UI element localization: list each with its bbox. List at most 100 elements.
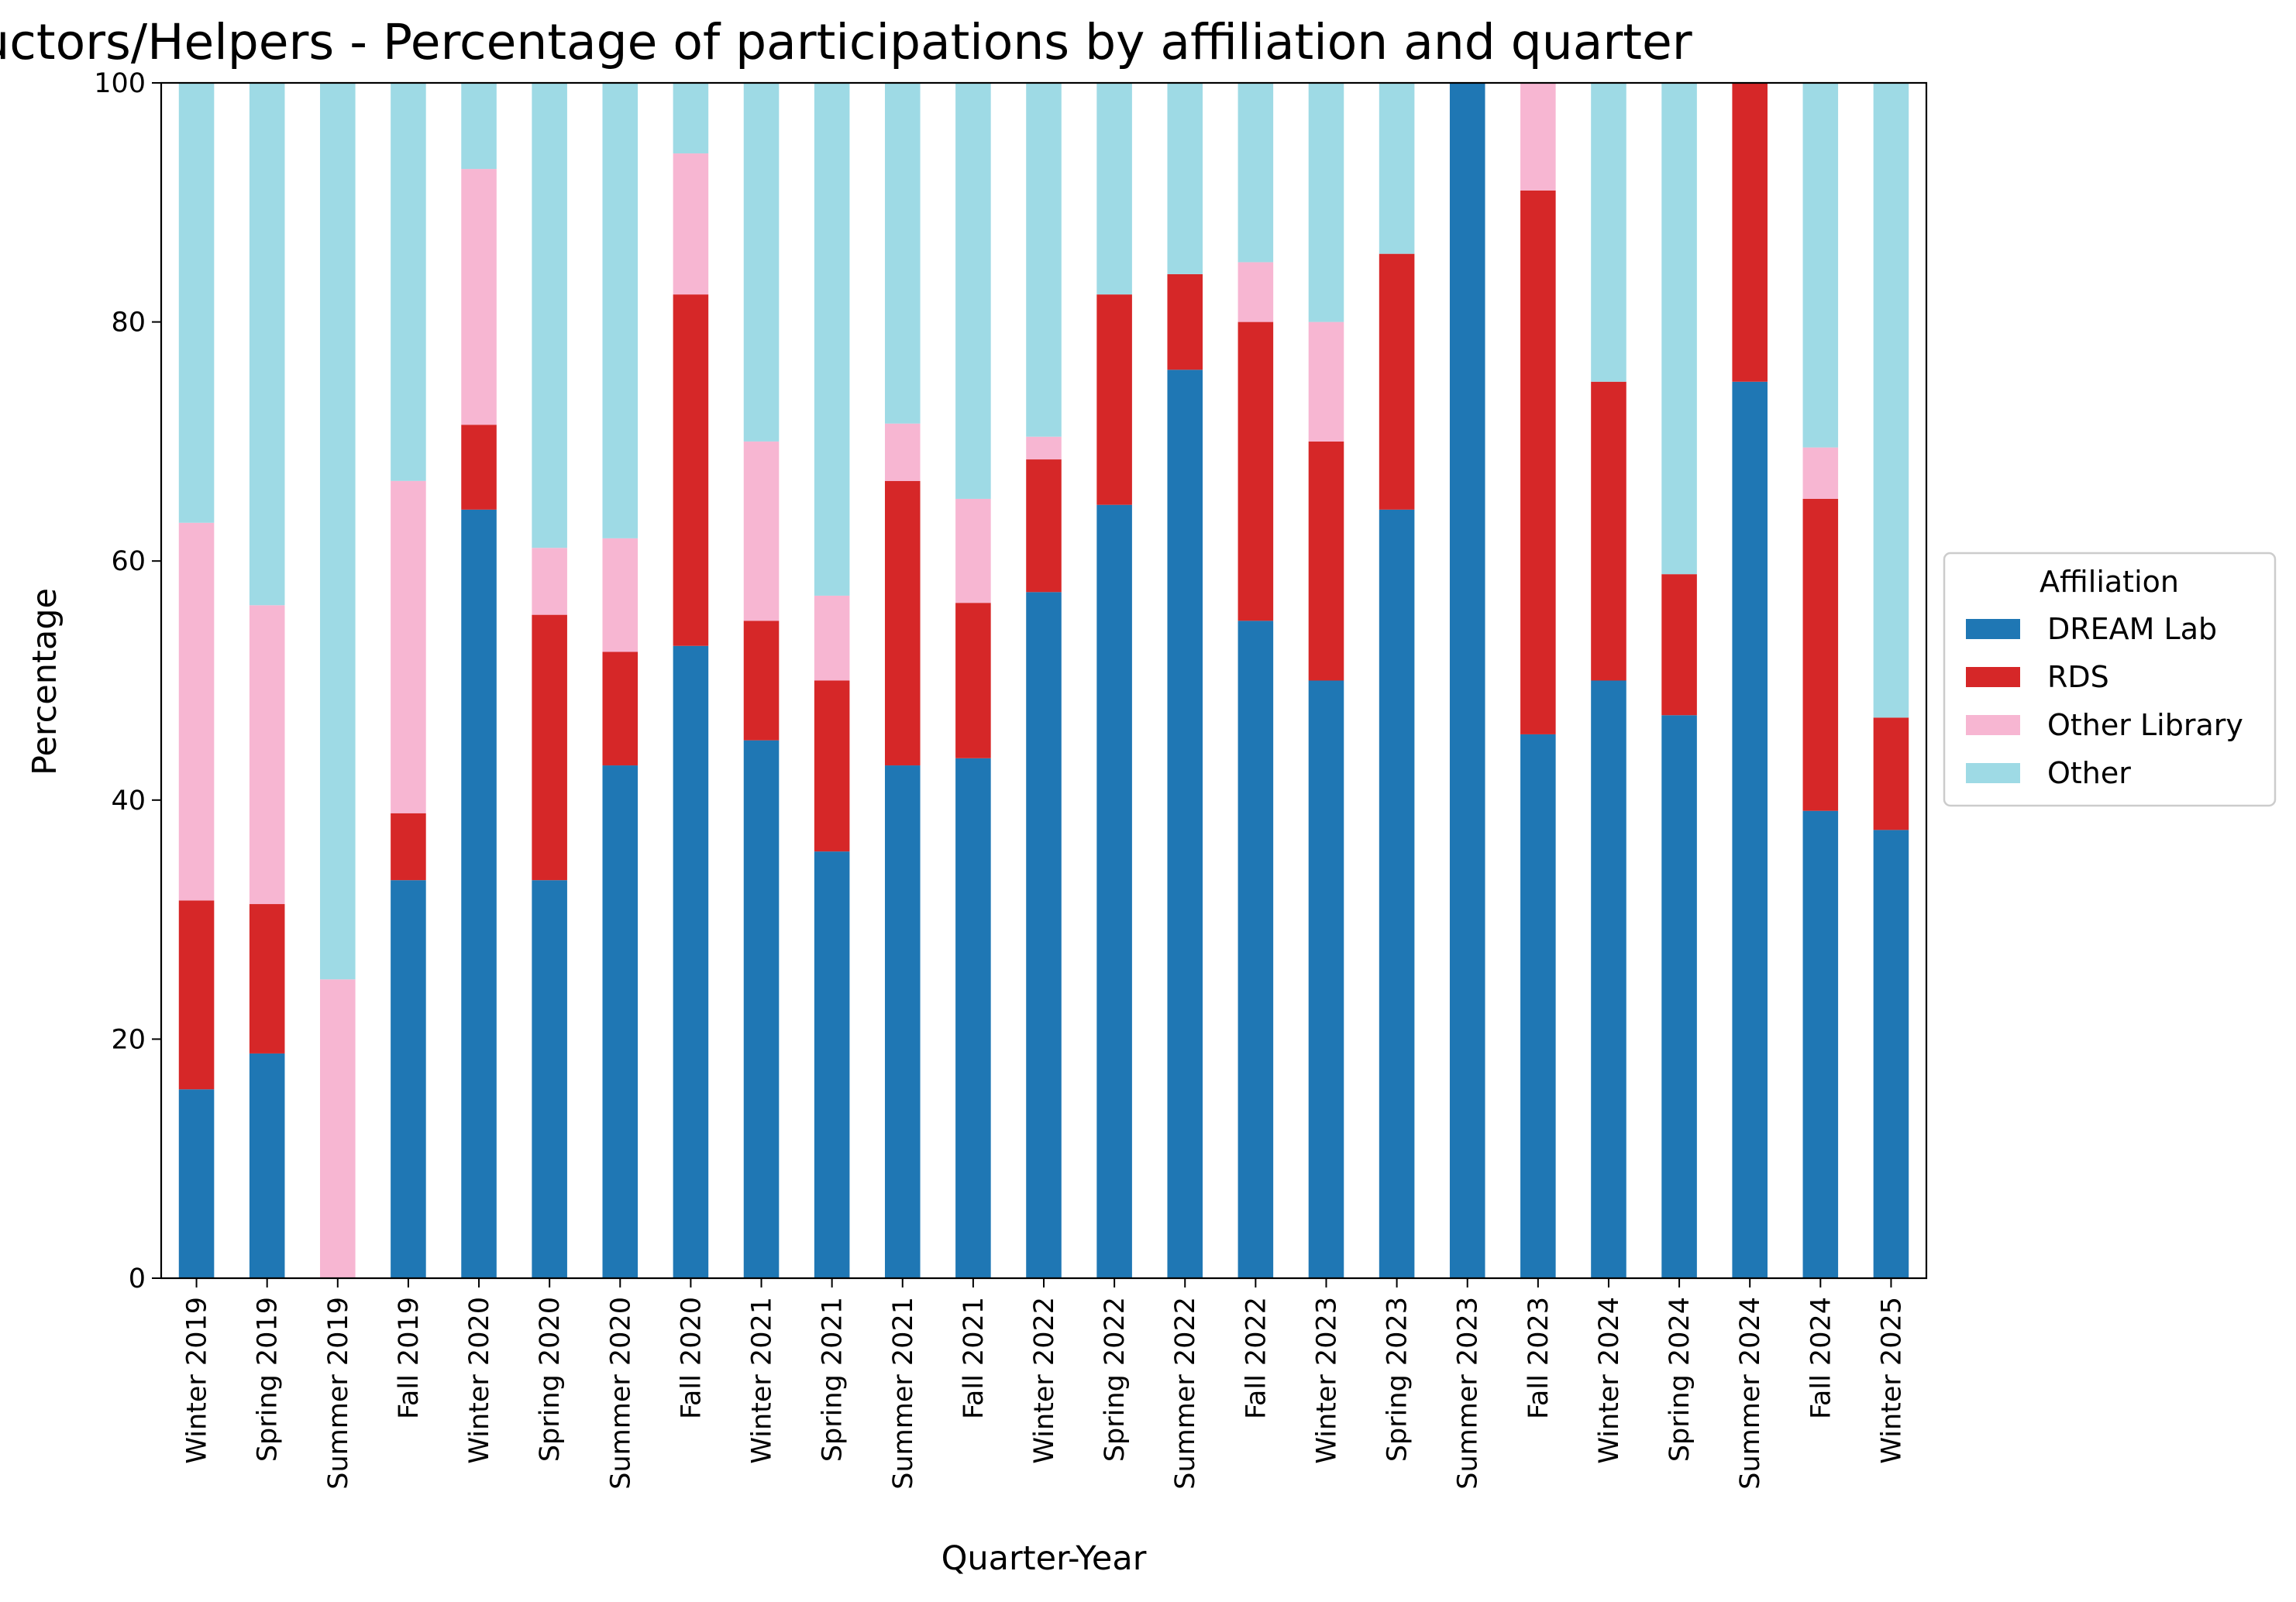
x-tick-label: Spring 2021	[818, 1297, 849, 1462]
bar-segment	[461, 425, 497, 510]
legend-label: Other	[2047, 756, 2131, 790]
bar-segment	[814, 680, 850, 852]
bar-segment	[1026, 83, 1062, 437]
bar-segment	[178, 83, 215, 523]
bar-segment	[1308, 680, 1344, 1278]
bar-segment	[955, 603, 991, 758]
bar-segment	[743, 441, 780, 621]
legend-swatch	[1966, 763, 2020, 783]
bar-segment	[249, 605, 285, 905]
legend-label: Other Library	[2047, 708, 2243, 742]
bar-segment	[602, 651, 639, 766]
y-tick-label: 60	[111, 546, 146, 577]
bar-segment	[1308, 83, 1344, 322]
plot-frame	[160, 81, 1928, 1280]
x-tick-label: Summer 2024	[1735, 1297, 1766, 1490]
bar-segment	[1732, 83, 1768, 382]
bar-segment	[1237, 321, 1274, 621]
x-tick-label: Summer 2020	[605, 1297, 636, 1490]
bar-segment	[532, 548, 567, 615]
y-axis-label: Percentage	[26, 588, 64, 775]
bar-segment	[249, 904, 285, 1054]
bar-segment	[320, 83, 356, 980]
bar-segment	[1096, 504, 1132, 1278]
bar-segment	[1661, 715, 1697, 1278]
bar-segment	[1449, 83, 1485, 1278]
bar-segment	[391, 480, 426, 813]
bar-segment	[461, 169, 497, 425]
bar-segment	[884, 83, 921, 424]
legend-title: Affiliation	[2040, 565, 2179, 599]
y-tick-label: 40	[111, 786, 146, 816]
x-tick-label: Winter 2023	[1311, 1297, 1342, 1464]
bar-segment	[955, 498, 991, 603]
bar-segment	[461, 83, 497, 170]
bar-segment	[1167, 83, 1203, 274]
x-axis-ticks: Winter 2019 Spring 2019 Summer 2019 Fall 20…	[182, 1278, 1907, 1490]
y-tick-label: 0	[129, 1263, 146, 1294]
bar-segment	[1167, 273, 1203, 370]
bar-segment	[673, 153, 709, 295]
bar-segment	[1661, 83, 1697, 575]
bar-segment	[743, 83, 780, 442]
bar-segment	[1026, 459, 1062, 593]
y-axis-ticks: 0 20 40 60 80 100	[94, 68, 161, 1294]
legend-swatch	[1966, 667, 2020, 687]
bar-segment	[1096, 294, 1132, 505]
bar-segment	[391, 880, 426, 1278]
bar-segment	[1237, 621, 1274, 1278]
bar-segment	[743, 621, 780, 741]
bar-segment	[1802, 447, 1839, 499]
bar-segment	[884, 423, 921, 481]
x-tick-label: Fall 2022	[1241, 1297, 1272, 1419]
bar-segment	[1591, 83, 1626, 382]
bar-segment	[1520, 734, 1556, 1278]
bar-segment	[1237, 83, 1274, 263]
bar-segment	[602, 538, 639, 652]
bar-segment	[178, 522, 215, 901]
bar-segment	[178, 1089, 215, 1278]
x-tick-label: Fall 2023	[1523, 1297, 1554, 1419]
bar-segment	[1873, 83, 1909, 718]
bar-segment	[673, 294, 709, 646]
x-tick-label: Summer 2021	[888, 1297, 919, 1490]
bar-segment	[1379, 83, 1415, 254]
legend-swatch	[1966, 715, 2020, 735]
x-tick-label: Winter 2022	[1029, 1297, 1060, 1464]
bar-segment	[1661, 574, 1697, 716]
bar-segment	[1167, 370, 1203, 1278]
legend-frame	[1943, 552, 2277, 807]
x-tick-label: Spring 2022	[1100, 1297, 1131, 1462]
bar-segment	[884, 480, 921, 766]
bar-segment	[1379, 509, 1415, 1278]
bar-segment	[814, 595, 850, 681]
bar-segment	[743, 740, 780, 1278]
x-tick-label: Winter 2019	[182, 1297, 213, 1464]
bar-segment	[1732, 381, 1768, 1278]
bar-segment	[391, 813, 426, 881]
bar-segment	[1520, 190, 1556, 734]
x-tick-label: Fall 2019	[394, 1297, 425, 1419]
x-axis-label: Quarter-Year	[941, 1539, 1147, 1578]
bar-segment	[884, 765, 921, 1278]
x-tick-label: Summer 2022	[1170, 1297, 1201, 1490]
bar-segment	[391, 83, 426, 481]
bar-segment	[814, 83, 850, 596]
x-tick-label: Spring 2023	[1382, 1297, 1413, 1462]
y-tick-label: 80	[111, 308, 146, 339]
bar-segment	[1591, 680, 1626, 1278]
bar-segment	[1802, 498, 1839, 811]
bar-segment	[673, 83, 709, 154]
x-tick-label: Winter 2021	[747, 1297, 778, 1464]
legend-items: DREAM Lab RDS Other Library Other	[1966, 612, 2243, 790]
bar-segment	[532, 83, 567, 548]
x-tick-label: Spring 2024	[1664, 1297, 1695, 1462]
bar-segment	[955, 83, 991, 499]
bar-segment	[673, 645, 709, 1278]
bar-segment	[1802, 810, 1839, 1278]
legend-label: DREAM Lab	[2047, 612, 2217, 646]
bars-layer	[178, 83, 1909, 1278]
bar-segment	[955, 758, 991, 1278]
bar-segment	[1591, 381, 1626, 681]
